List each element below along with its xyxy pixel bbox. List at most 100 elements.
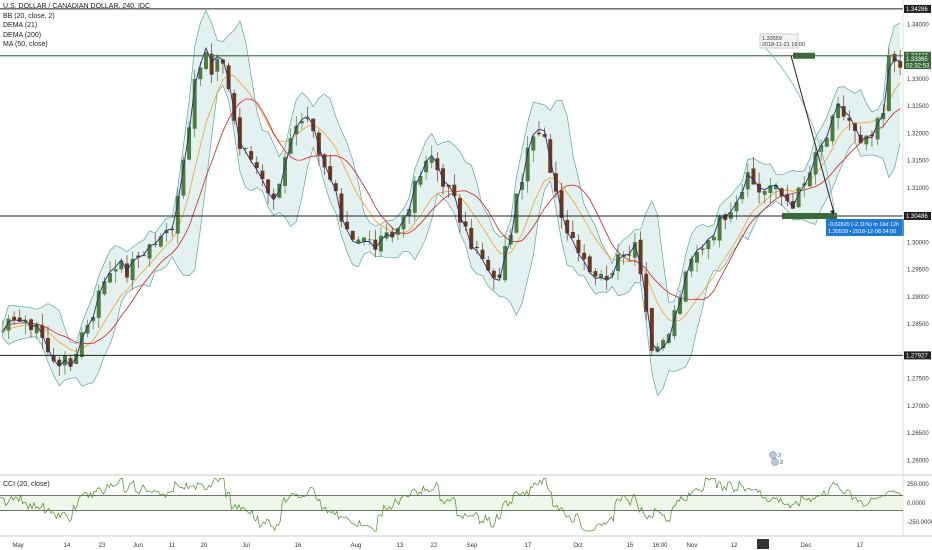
candle-body	[700, 248, 705, 250]
candle-body	[254, 162, 259, 168]
candle-body	[395, 228, 400, 235]
candle-body	[520, 181, 525, 190]
candle-body	[514, 193, 519, 233]
price-tick-label: 1.30000	[907, 240, 929, 246]
candle-body	[418, 175, 423, 185]
dema21-line	[2, 46, 901, 368]
candle-body	[102, 281, 107, 295]
candle-body	[469, 227, 474, 249]
candle-body	[531, 136, 536, 151]
time-tick-label: Oct	[573, 543, 583, 549]
price-tick-label: 1.32500	[907, 104, 929, 110]
candle-body	[198, 67, 203, 80]
candle-body	[474, 246, 479, 249]
candle-body	[593, 271, 598, 277]
candle-body	[790, 201, 795, 209]
candle-body	[497, 274, 502, 278]
candle-body	[683, 271, 688, 302]
candle-body	[599, 273, 604, 279]
time-tick-label: 14	[64, 543, 71, 549]
candle-body	[649, 308, 654, 351]
time-tick-label: Aug	[351, 543, 362, 549]
candle-body	[192, 79, 197, 129]
candle-body	[503, 246, 508, 281]
candle-body	[441, 168, 446, 187]
candle-body	[45, 338, 50, 353]
candle-body	[452, 184, 457, 196]
ma50-line	[2, 98, 901, 345]
price-tick-label: 1.31500	[907, 159, 929, 165]
forecast-high-date: 2018-11-21 16:00	[762, 42, 805, 48]
candle-body	[836, 103, 841, 119]
last-price-tag	[904, 55, 931, 70]
candle-body	[141, 255, 146, 257]
forecast-high-tooltip	[759, 33, 799, 49]
candle-body	[886, 55, 891, 112]
candle-body	[610, 273, 615, 276]
legend-ma50: MA (50, close)	[3, 41, 48, 48]
time-tick-label: 20	[201, 543, 208, 549]
candle-body	[717, 215, 722, 241]
time-tick-label: 16	[295, 543, 302, 549]
time-tick-label: Jul	[242, 543, 250, 549]
cci-tick-label: 0.0000	[907, 501, 926, 507]
candle-body	[108, 272, 113, 283]
level-price-tag	[904, 4, 931, 13]
candle-body	[881, 113, 886, 120]
level-price-tag	[904, 211, 931, 220]
candle-body	[316, 132, 321, 155]
candle-body	[96, 290, 101, 318]
candle-body	[237, 117, 242, 149]
candle-body	[751, 168, 756, 185]
candle-body	[762, 190, 767, 195]
candle-body	[350, 230, 355, 240]
candle-body	[91, 317, 96, 322]
candle-body	[655, 346, 660, 352]
candle-body	[147, 244, 152, 259]
candle-body	[644, 273, 649, 312]
candle-body	[553, 173, 558, 192]
candle-body	[356, 239, 361, 244]
candle-body	[711, 236, 716, 241]
candle-body	[51, 355, 56, 362]
candle-body	[875, 118, 880, 140]
candle-body	[491, 270, 496, 279]
cci-line	[0, 477, 902, 532]
candle-body	[266, 179, 271, 194]
cci-tick-label: -250.0000	[907, 520, 932, 526]
candle-body	[74, 353, 79, 364]
price-tick-label: 1.29000	[907, 295, 929, 301]
time-tick-label: 12	[731, 543, 738, 549]
candle-body	[187, 127, 192, 160]
candle-body	[689, 258, 694, 272]
candle-body	[339, 193, 344, 222]
candle-body	[587, 256, 592, 273]
candle-body	[480, 249, 485, 260]
candle-body	[158, 236, 163, 247]
candle-body	[232, 93, 237, 121]
candle-body	[367, 239, 372, 241]
candle-body	[830, 115, 835, 142]
candle-body	[745, 171, 750, 190]
candle-body	[632, 242, 637, 258]
time-tick-label: 16:00	[652, 543, 668, 549]
candle-body	[695, 251, 699, 263]
price-tick-label: 1.29500	[907, 268, 929, 274]
bollinger-lower-line	[2, 84, 901, 397]
current-date-tag	[757, 539, 769, 549]
candle-body	[429, 157, 434, 163]
cci-tick-label: 250.000	[907, 482, 929, 488]
time-tick-label: 23	[99, 543, 106, 549]
candle-body	[892, 53, 897, 62]
candle-body	[548, 139, 553, 173]
candle-body	[209, 53, 214, 75]
candle-body	[249, 151, 254, 160]
candle-body	[333, 183, 338, 192]
candle-body	[616, 254, 620, 271]
candle-body	[807, 172, 812, 187]
event-marker-count: 2	[780, 460, 783, 466]
candle-body	[796, 187, 801, 208]
event-marker-icon	[769, 451, 777, 459]
legend-bb: BB (20, close, 2)	[3, 12, 55, 20]
